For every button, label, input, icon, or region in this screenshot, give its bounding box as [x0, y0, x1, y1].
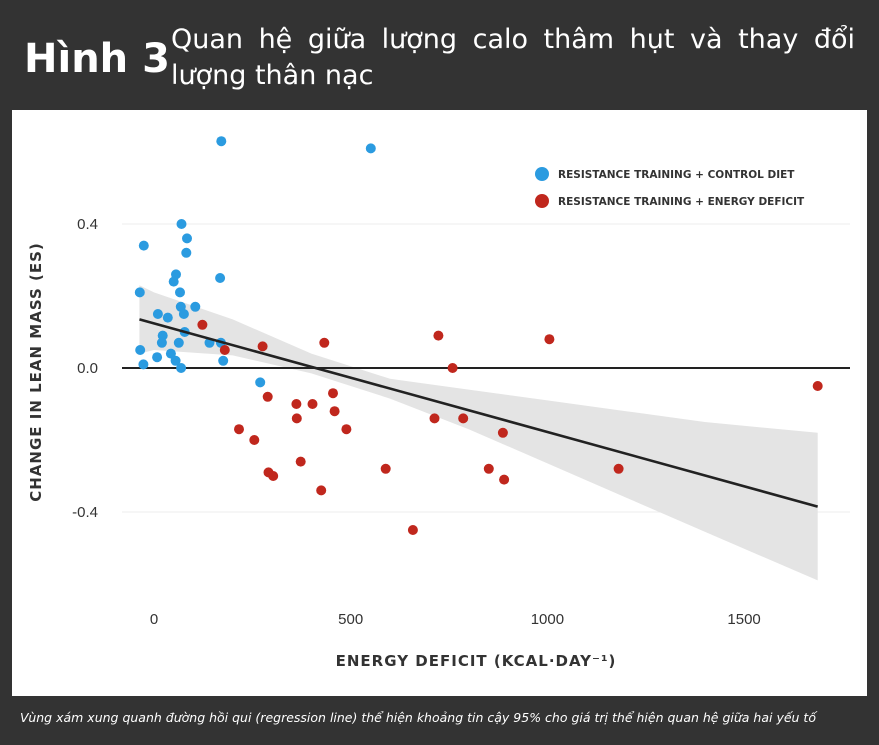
y-tick-label: 0.4 [77, 216, 98, 233]
energy-deficit-point [316, 485, 327, 496]
control-diet-point [162, 312, 173, 323]
legend-label: RESISTANCE TRAINING + ENERGY DEFICIT [558, 196, 805, 208]
energy-deficit-point [483, 463, 494, 474]
figure-title: Quan hệ giữa lượng calo thâm hụt và thay… [171, 24, 855, 91]
control-diet-point [156, 337, 167, 348]
figure-number: Hình 3 [24, 36, 170, 82]
y-tick-label: 0.0 [77, 360, 98, 377]
control-diet-point [152, 352, 163, 363]
legend-marker [535, 167, 549, 181]
control-diet-point [138, 240, 149, 251]
energy-deficit-point [234, 424, 244, 435]
control-diet-point [152, 309, 163, 319]
control-diet-point [176, 219, 187, 229]
energy-deficit-point [429, 413, 440, 424]
control-diet-point [175, 287, 185, 298]
energy-deficit-point [497, 427, 508, 438]
energy-deficit-point [433, 330, 444, 341]
confidence-band [139, 285, 818, 581]
energy-deficit-point [291, 399, 302, 409]
energy-deficit-point [499, 474, 510, 485]
control-diet-point [168, 276, 179, 287]
energy-deficit-point [291, 413, 302, 424]
energy-deficit-point [613, 463, 624, 474]
control-diet-point [170, 355, 181, 366]
energy-deficit-point [329, 406, 340, 417]
legend-label: RESISTANCE TRAINING + CONTROL DIET [558, 169, 795, 181]
x-tick-label: 1500 [727, 611, 760, 628]
y-axis-title: CHANGE IN LEAN MASS (ES) [27, 242, 45, 502]
figure-caption: Vùng xám xung quanh đường hồi qui (regre… [20, 710, 816, 725]
energy-deficit-point [295, 456, 306, 467]
x-tick-label: 500 [338, 611, 363, 628]
control-diet-point [176, 363, 187, 373]
control-diet-point [216, 136, 227, 147]
control-diet-point [178, 309, 189, 319]
energy-deficit-point [197, 319, 208, 330]
energy-deficit-point [812, 381, 823, 391]
x-tick-label: 1000 [531, 611, 564, 628]
control-diet-point [255, 377, 266, 388]
figure-header: Hình 3 Quan hệ giữa lượng calo thâm hụt … [0, 0, 879, 110]
energy-deficit-point [380, 463, 391, 474]
energy-deficit-point [249, 435, 260, 445]
energy-deficit-point [447, 363, 458, 373]
x-tick-label: 0 [150, 611, 158, 628]
energy-deficit-point [268, 471, 279, 481]
control-diet-point [218, 355, 229, 366]
control-diet-point [215, 273, 226, 283]
y-tick-label: -0.4 [72, 504, 98, 521]
control-diet-point [181, 247, 192, 258]
energy-deficit-point [407, 525, 418, 535]
energy-deficit-point [219, 345, 230, 355]
energy-deficit-point [544, 334, 555, 345]
control-diet-point [190, 301, 201, 312]
control-diet-point [365, 143, 376, 154]
control-diet-point [165, 348, 176, 359]
energy-deficit-point [257, 341, 268, 352]
energy-deficit-point [262, 391, 273, 402]
energy-deficit-point [328, 388, 338, 399]
control-diet-point [173, 337, 184, 348]
energy-deficit-point [319, 337, 330, 348]
legend-marker [535, 194, 549, 208]
energy-deficit-point [341, 424, 352, 435]
chart-panel: 0.4 0.0 -0.4 0 500 1000 1500 ENERGY DEFICIT (KC… [12, 110, 867, 696]
control-diet-point [134, 287, 145, 298]
energy-deficit-point [307, 399, 318, 409]
control-diet-point [138, 359, 149, 370]
energy-deficit-point [458, 413, 469, 424]
control-diet-point [182, 233, 192, 244]
regression-line [139, 318, 819, 508]
scatter-chart: 0.4 0.0 -0.4 0 500 1000 1500 ENERGY DEFICIT (KC… [27, 136, 850, 670]
x-axis-title: ENERGY DEFICIT (KCAL·DAY⁻¹) [336, 652, 617, 670]
control-diet-point [135, 345, 146, 355]
